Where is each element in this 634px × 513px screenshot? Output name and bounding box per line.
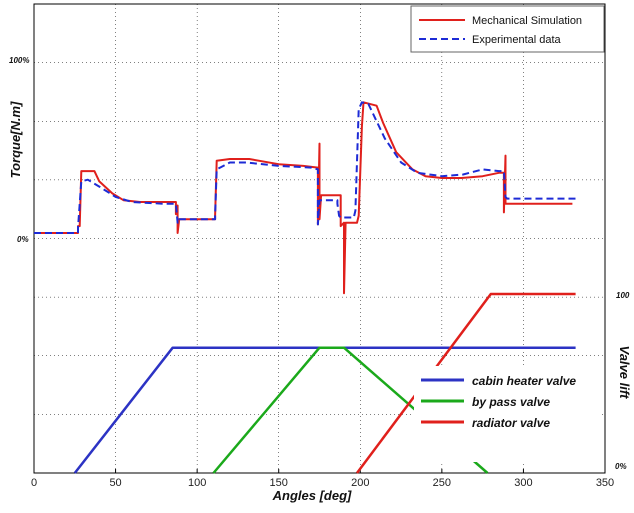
x-tick-label-7: 350 <box>596 477 614 489</box>
x-tick-label-4: 200 <box>351 477 369 489</box>
series-line-radiator-valve <box>355 292 576 474</box>
torque-percent-label-0: 0% <box>17 235 29 244</box>
legend-label-mechanical-simulation: Mechanical Simulation <box>472 15 582 27</box>
x-tick-label-5: 250 <box>433 477 451 489</box>
x-tick-label-1: 50 <box>109 477 121 489</box>
x-tick-label-0: 0 <box>31 477 37 489</box>
valve-legend-box <box>414 366 600 462</box>
legend-label-radiator-valve: radiator valve <box>472 416 550 430</box>
torque-legend: Mechanical Simulation Experimental data <box>410 5 605 53</box>
torque-legend-box <box>410 5 605 53</box>
x-tick-label-6: 300 <box>514 477 532 489</box>
y-axis-label-right: Valve lift <box>617 346 632 400</box>
valve-percent-label-0: 0% <box>615 462 627 471</box>
x-tick-label-2: 100 <box>188 477 206 489</box>
legend-label-cabin-heater-valve: cabin heater valve <box>472 374 576 388</box>
x-ticks: 0 50 100 150 200 250 300 350 <box>31 469 614 489</box>
valve-percent-label-100: 100 <box>616 291 630 300</box>
x-axis-label: Angles [deg] <box>272 488 352 503</box>
torque-percent-label-100: 100% <box>9 56 29 65</box>
valve-legend: cabin heater valve by pass valve radiato… <box>414 366 600 462</box>
y-axis-label: Torque[N.m] <box>8 101 23 178</box>
x-tick-label-3: 150 <box>270 477 288 489</box>
series-line-experimental-data <box>34 101 576 234</box>
series-line-cabin-heater-valve <box>73 346 576 474</box>
legend-label-experimental-data: Experimental data <box>472 34 562 46</box>
legend-label-by-pass-valve: by pass valve <box>472 395 550 409</box>
